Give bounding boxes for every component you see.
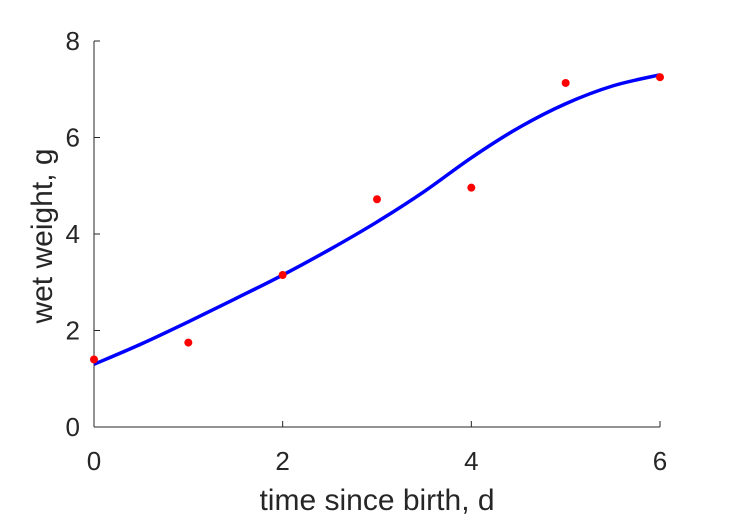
ticks-layer: 0 2 4 6 0 2 4 6 8 (66, 26, 668, 476)
data-layer (90, 73, 664, 366)
data-point (278, 271, 287, 280)
y-axis-title: wet weight, g (26, 148, 59, 324)
y-tick-label: 8 (66, 26, 80, 56)
y-tick-label: 4 (66, 219, 80, 249)
data-point (373, 195, 381, 204)
data-point (656, 73, 664, 82)
x-tick-label: 2 (275, 446, 289, 476)
x-tick-label: 0 (87, 446, 101, 476)
y-tick-label: 2 (66, 316, 80, 346)
data-point (90, 355, 98, 364)
data-point (184, 338, 193, 347)
y-tick-label: 0 (66, 412, 80, 442)
data-point (561, 78, 570, 87)
x-tick-label: 4 (464, 446, 478, 476)
fit-curve (93, 73, 661, 366)
y-tick-label: 6 (66, 123, 80, 153)
x-axis-title: time since birth, d (259, 484, 494, 517)
x-tick-label: 6 (653, 446, 667, 476)
data-point (467, 183, 476, 192)
